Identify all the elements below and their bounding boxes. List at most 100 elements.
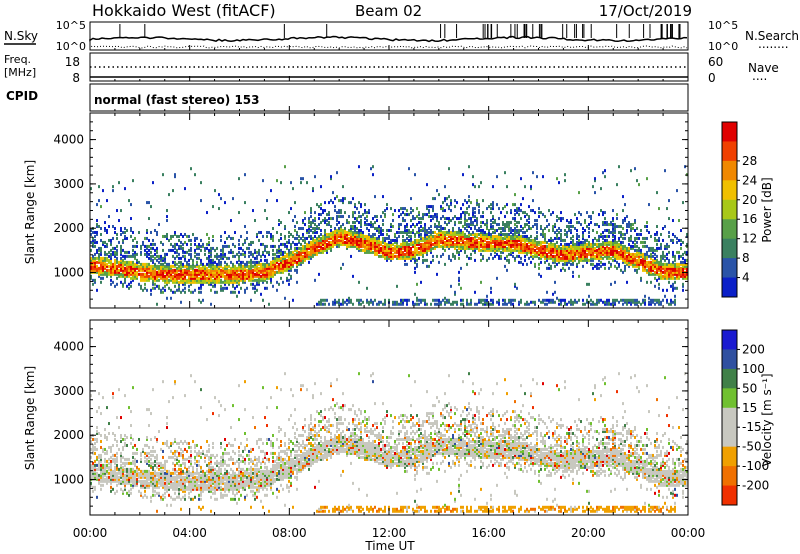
power-cell (274, 256, 276, 260)
power-cell (566, 252, 568, 256)
power-cell (218, 258, 220, 262)
power-cell (150, 276, 152, 280)
power-cell (536, 227, 538, 230)
power-cell (384, 248, 386, 252)
power-cell (424, 225, 426, 229)
power-cell (464, 242, 466, 246)
power-cell (534, 264, 536, 268)
power-cell (652, 272, 654, 276)
power-cell (570, 300, 572, 304)
power-cell (498, 240, 500, 244)
power-cell (616, 254, 618, 258)
power-cell (592, 256, 594, 260)
power-cell (246, 264, 248, 268)
power-cell (520, 209, 522, 213)
nave-label: Nave (748, 61, 779, 75)
power-cell (312, 242, 314, 246)
power-cell (230, 248, 232, 252)
power-cell (570, 258, 572, 262)
power-cell (412, 240, 414, 244)
power-cell (154, 272, 156, 276)
power-cell (180, 280, 182, 284)
power-cell (650, 252, 652, 256)
power-cell (108, 260, 110, 264)
power-cell (520, 238, 522, 242)
power-cell (380, 227, 382, 230)
power-cell (570, 256, 572, 260)
power-cell (602, 262, 604, 266)
power-cell (640, 302, 642, 306)
power-cell (184, 286, 186, 290)
power-cell (628, 262, 630, 266)
power-cell (258, 280, 260, 284)
power-cell (286, 264, 288, 268)
power-cell (406, 225, 408, 229)
power-cell (426, 236, 428, 240)
power-cell (238, 258, 240, 262)
power-cell (294, 201, 296, 205)
power-cell (646, 228, 648, 232)
power-cell (444, 240, 446, 244)
power-cell (626, 254, 628, 258)
power-cell (264, 278, 266, 282)
power-cell (190, 254, 192, 258)
power-cell (216, 290, 218, 294)
power-cell (620, 240, 622, 244)
power-cell (128, 282, 130, 286)
power-cell (178, 244, 180, 248)
power-cell (552, 227, 554, 230)
power-cell (120, 268, 122, 272)
power-cell (376, 252, 378, 256)
power-cell (128, 274, 130, 278)
power-cell (188, 238, 190, 242)
power-cell (606, 223, 608, 227)
power-cell (418, 246, 420, 250)
power-cell (296, 232, 298, 236)
power-cell (186, 260, 188, 264)
power-cell (232, 280, 234, 284)
power-cell (170, 242, 172, 246)
power-cell (656, 298, 658, 302)
power-cell (150, 258, 152, 262)
power-cell (534, 219, 536, 223)
power-cell (124, 260, 126, 264)
power-cell (286, 258, 288, 262)
power-cell (514, 242, 516, 246)
power-cell (426, 252, 428, 256)
power-cell (134, 264, 136, 268)
power-cell (392, 225, 394, 229)
power-cell (280, 256, 282, 260)
power-cell (326, 242, 328, 246)
power-cell (202, 242, 204, 246)
power-cell (364, 203, 366, 207)
power-cell (158, 278, 160, 282)
power-cell (220, 270, 222, 274)
power-cell (152, 238, 154, 242)
power-cell (488, 232, 490, 236)
power-cell (116, 209, 118, 213)
power-cell (340, 209, 342, 213)
power-cell (440, 225, 442, 229)
power-cell (154, 266, 156, 270)
power-cell (356, 298, 358, 302)
power-cell (180, 232, 182, 236)
power-cell (166, 219, 168, 223)
power-cell (312, 230, 314, 234)
power-cell (240, 270, 242, 274)
power-cell (188, 288, 190, 292)
power-cell (536, 242, 538, 246)
power-cell (308, 217, 310, 221)
power-cell (126, 260, 128, 264)
power-cell (312, 238, 314, 242)
power-cell (678, 270, 680, 274)
power-cell (288, 272, 290, 276)
power-cell (492, 298, 494, 302)
power-cell (466, 211, 468, 215)
power-cell (204, 276, 206, 280)
power-cell (202, 270, 204, 274)
power-cell (580, 256, 582, 260)
power-cell (646, 250, 648, 254)
power-cell (662, 288, 664, 292)
power-cell (324, 230, 326, 234)
power-cell (220, 234, 222, 238)
